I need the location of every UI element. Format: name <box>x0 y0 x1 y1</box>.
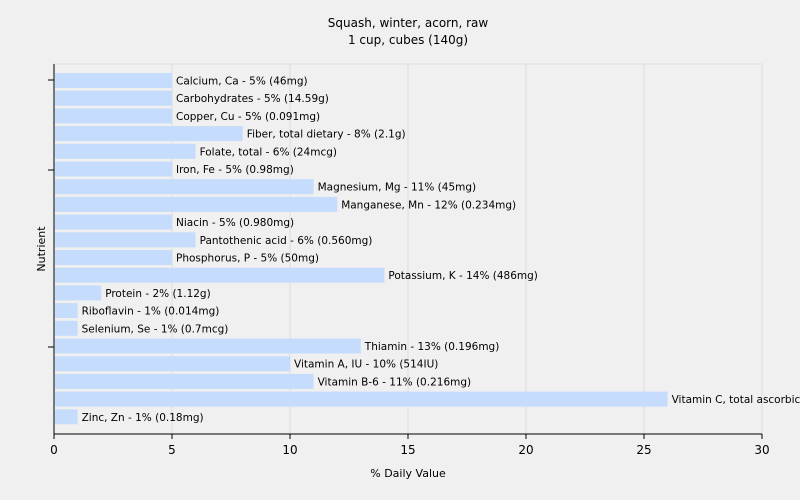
bar-label: Fiber, total dietary - 8% (2.1g) <box>247 129 406 141</box>
bar <box>55 126 243 142</box>
bar <box>55 267 385 283</box>
bar <box>55 409 78 425</box>
bar-label: Iron, Fe - 5% (0.98mg) <box>176 164 294 176</box>
bar-label: Vitamin C, total ascorbic acid - 26% (15… <box>672 394 800 406</box>
bar <box>55 356 290 372</box>
bar-label: Thiamin - 13% (0.196mg) <box>364 341 500 353</box>
bar <box>55 391 668 407</box>
bar-label: Calcium, Ca - 5% (46mg) <box>176 76 308 88</box>
bar <box>55 303 78 319</box>
bar <box>55 373 314 389</box>
bar-label: Carbohydrates - 5% (14.59g) <box>176 93 329 105</box>
bar-label: Folate, total - 6% (24mcg) <box>200 146 337 158</box>
bar-label: Copper, Cu - 5% (0.091mg) <box>176 111 320 123</box>
bar <box>55 179 314 195</box>
chart-title: Squash, winter, acorn, raw <box>328 16 489 30</box>
bar-label: Zinc, Zn - 1% (0.18mg) <box>82 412 204 424</box>
bar <box>55 143 196 159</box>
bar-label: Vitamin A, IU - 10% (514IU) <box>294 359 438 371</box>
bar-label: Phosphorus, P - 5% (50mg) <box>176 253 319 265</box>
bars <box>55 73 668 425</box>
bar-label: Niacin - 5% (0.980mg) <box>176 217 294 229</box>
bar-label: Selenium, Se - 1% (0.7mcg) <box>82 323 229 335</box>
bar <box>55 73 172 88</box>
chart-subtitle: 1 cup, cubes (140g) <box>348 33 468 47</box>
bar <box>55 196 338 212</box>
bar <box>55 250 172 265</box>
bar <box>55 285 102 301</box>
bar-label: Protein - 2% (1.12g) <box>105 288 211 300</box>
bar-label: Vitamin B-6 - 11% (0.216mg) <box>318 376 472 388</box>
bar <box>55 214 172 230</box>
bar-label: Potassium, K - 14% (486mg) <box>388 270 538 282</box>
grid-lines <box>54 63 763 434</box>
x-tick-label: 10 <box>282 443 297 457</box>
bar <box>55 338 361 354</box>
bar-label: Riboflavin - 1% (0.014mg) <box>82 306 220 318</box>
x-tick-label: 15 <box>400 443 415 457</box>
x-tick-label: 0 <box>50 443 58 457</box>
x-tick-label: 20 <box>518 443 533 457</box>
x-tick-label: 30 <box>754 443 769 457</box>
x-axis-title: % Daily Value <box>370 467 446 480</box>
bar-label: Magnesium, Mg - 11% (45mg) <box>318 182 477 194</box>
x-tick-label: 5 <box>168 443 176 457</box>
y-axis-ticks <box>48 79 54 348</box>
bar-labels: Calcium, Ca - 5% (46mg) Carbohydrates - 5… <box>82 76 800 424</box>
bar-label: Manganese, Mn - 12% (0.234mg) <box>341 199 516 211</box>
bar <box>55 108 172 124</box>
bar <box>55 161 172 177</box>
y-axis-title: Nutrient <box>35 226 48 272</box>
bar <box>55 90 172 106</box>
bar <box>55 320 78 336</box>
x-tick-label: 25 <box>636 443 651 457</box>
x-axis-ticks: 0 5 10 15 20 25 30 <box>50 434 770 457</box>
bar-label: Pantothenic acid - 6% (0.560mg) <box>200 235 373 247</box>
bar <box>55 232 196 248</box>
